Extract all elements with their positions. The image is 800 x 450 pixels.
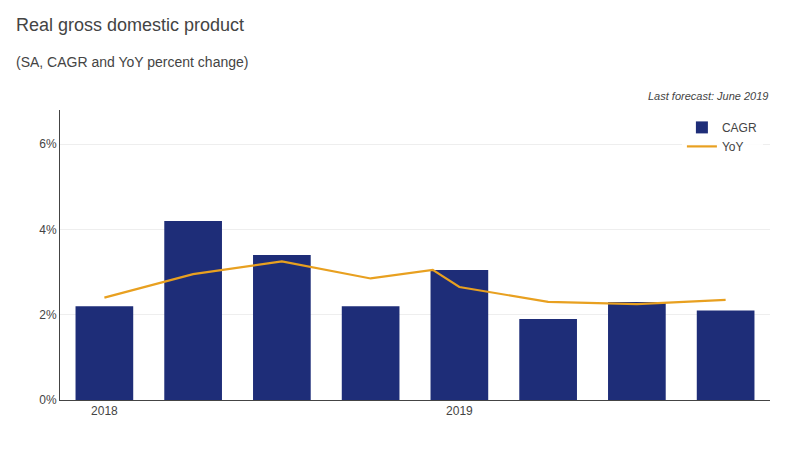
svg-text:(SA, CAGR and YoY percent chan: (SA, CAGR and YoY percent change) <box>16 54 248 70</box>
svg-text:0%: 0% <box>39 393 57 407</box>
svg-text:CAGR: CAGR <box>722 121 757 135</box>
svg-text:YoY: YoY <box>722 140 744 154</box>
svg-text:Last forecast: June 2019: Last forecast: June 2019 <box>648 90 768 102</box>
svg-text:Real gross domestic product: Real gross domestic product <box>16 15 244 35</box>
svg-text:2019: 2019 <box>446 404 473 418</box>
svg-text:4%: 4% <box>39 223 57 237</box>
svg-text:2018: 2018 <box>91 404 118 418</box>
svg-text:6%: 6% <box>39 137 57 151</box>
svg-text:2%: 2% <box>39 308 57 322</box>
